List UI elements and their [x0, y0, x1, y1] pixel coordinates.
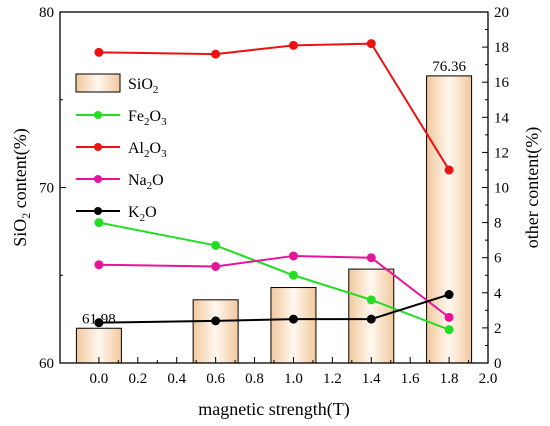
x-tick-label: 0.2 [128, 371, 147, 387]
y-right-tick-label: 4 [494, 286, 502, 302]
bar [192, 299, 239, 364]
data-point [444, 165, 454, 175]
data-point [444, 312, 454, 322]
x-tick-label: 0.0 [90, 371, 109, 387]
y-left-tick-label: 70 [39, 181, 54, 197]
y-right-tick-label: 6 [494, 251, 502, 267]
x-tick-label: 2.0 [479, 371, 498, 387]
data-point [94, 218, 104, 228]
data-point [366, 295, 376, 305]
bar [270, 287, 317, 364]
x-axis-label: magnetic strength(T) [198, 399, 349, 420]
data-point [211, 316, 221, 326]
data-point [366, 253, 376, 263]
y-right-tick-label: 12 [494, 145, 509, 161]
legend-swatch-marker [94, 175, 102, 183]
y-right-tick-label: 10 [494, 181, 509, 197]
axes-layer: 0.0 0.2 0.4 0.6 0.8 1.0 1.2 1.4 1.6 1.8 2.0 60 70 80 0… [39, 5, 510, 387]
y-right-tick-label: 8 [494, 216, 502, 232]
data-point [211, 240, 221, 250]
x-tick-label: 1.8 [440, 371, 459, 387]
labels-layer: magnetic strength(T) SiO2 content(%) other… [10, 59, 543, 420]
legend-swatch-bar [75, 73, 121, 93]
data-point [366, 39, 376, 49]
bars-layer [75, 75, 473, 364]
legend-swatch-marker [94, 143, 102, 151]
data-point [288, 40, 298, 50]
x-tick-label: 0.8 [245, 371, 264, 387]
x-tick-label: 0.6 [206, 371, 225, 387]
y-left-axis-label: SiO2 content(%) [10, 128, 33, 246]
y-right-tick-label: 0 [494, 356, 502, 372]
data-point [366, 314, 376, 324]
legend-swatch-marker [94, 111, 102, 119]
data-point [288, 251, 298, 261]
legend-label: Al2O3 [128, 140, 167, 160]
data-point [444, 290, 454, 300]
y-left-tick-label: 80 [39, 5, 54, 21]
x-tick-label: 0.4 [167, 371, 186, 387]
x-tick-label: 1.0 [284, 371, 303, 387]
y-left-tick-label: 60 [39, 356, 54, 372]
legend-label: Fe2O3 [128, 108, 167, 128]
data-point [288, 270, 298, 280]
bar-value-label: 76.36 [432, 59, 466, 75]
legend-label: SiO2 [128, 76, 158, 96]
legend-label: Na2O [128, 172, 164, 192]
data-point [211, 49, 221, 59]
legend-label: K2O [128, 204, 157, 224]
x-tick-label: 1.2 [323, 371, 342, 387]
y-right-axis-label: other content(%) [522, 127, 543, 248]
bar-value-label: 61.98 [82, 311, 116, 327]
y-right-tick-label: 20 [494, 5, 509, 21]
data-point [94, 318, 104, 328]
y-right-tick-label: 16 [494, 75, 510, 91]
data-point [288, 314, 298, 324]
lines-layer [94, 39, 454, 335]
x-tick-label: 1.6 [401, 371, 420, 387]
data-point [211, 261, 221, 271]
y-right-tick-label: 2 [494, 321, 502, 337]
data-point [94, 47, 104, 57]
y-right-tick-label: 18 [494, 40, 509, 56]
data-point [94, 260, 104, 270]
data-point [444, 325, 454, 335]
x-tick-label: 1.4 [362, 371, 381, 387]
legend-swatch-marker [94, 207, 102, 215]
legend: SiO2 Fe2O3 Al2O3 Na2O K2O [75, 73, 167, 224]
y-right-tick-label: 14 [494, 110, 510, 126]
